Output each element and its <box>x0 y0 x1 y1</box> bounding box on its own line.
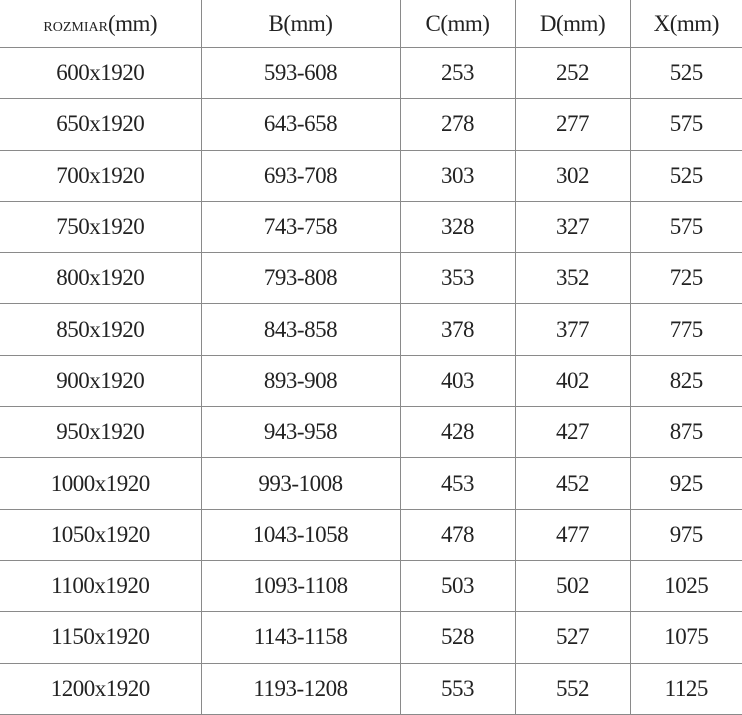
table-cell: 993-1008 <box>201 457 401 510</box>
table-row: 750x1920 743-758 328 327 575 <box>0 201 742 254</box>
table-cell: 477 <box>515 509 631 561</box>
table-row: 800x1920 793-808 353 352 725 <box>0 252 742 305</box>
table-row: 1150x1920 1143-1158 528 527 1075 <box>0 611 742 664</box>
table-cell: 775 <box>630 303 742 356</box>
table-cell: 328 <box>400 201 516 254</box>
table-cell: 700x1920 <box>0 150 202 202</box>
table-cell: 950x1920 <box>0 406 202 459</box>
table-cell: 253 <box>400 47 516 100</box>
table-row: 700x1920 693-708 303 302 525 <box>0 150 742 202</box>
table-cell: 650x1920 <box>0 98 202 151</box>
column-header: X(mm) <box>630 0 742 48</box>
table-cell: 302 <box>515 150 631 202</box>
table-cell: 252 <box>515 47 631 100</box>
table-cell: 1125 <box>630 663 742 715</box>
table-cell: 402 <box>515 355 631 408</box>
column-header-unit: (mm) <box>556 10 606 36</box>
table-cell: 900x1920 <box>0 355 202 408</box>
table-cell: 750x1920 <box>0 201 202 254</box>
table-cell: 403 <box>400 355 516 408</box>
table-cell: 378 <box>400 303 516 356</box>
table-row: 1050x1920 1043-1058 478 477 975 <box>0 509 742 561</box>
table-cell: 277 <box>515 98 631 151</box>
column-header-name: ROZMIAR <box>43 19 108 35</box>
column-header-name: D <box>539 10 557 36</box>
table-row: 900x1920 893-908 403 402 825 <box>0 355 742 408</box>
column-header: ROZMIAR(mm) <box>0 0 202 48</box>
header-row: ROZMIAR(mm) B(mm) C(mm) D(mm) X(mm) <box>0 0 742 48</box>
table-cell: 327 <box>515 201 631 254</box>
table-row: 600x1920 593-608 253 252 525 <box>0 47 742 100</box>
table-cell: 1200x1920 <box>0 663 202 715</box>
column-header-name: B <box>268 10 284 36</box>
table-cell: 528 <box>400 611 516 664</box>
table-cell: 1025 <box>630 560 742 613</box>
table-cell: 725 <box>630 252 742 305</box>
table-cell: 1043-1058 <box>201 509 401 561</box>
table-cell: 975 <box>630 509 742 561</box>
table-cell: 843-858 <box>201 303 401 356</box>
column-header-unit: (mm) <box>283 10 333 36</box>
column-header: C(mm) <box>400 0 516 48</box>
table-cell: 453 <box>400 457 516 510</box>
table-cell: 600x1920 <box>0 47 202 100</box>
table-cell: 1093-1108 <box>201 560 401 613</box>
table-cell: 825 <box>630 355 742 408</box>
table-cell: 575 <box>630 98 742 151</box>
table-cell: 1150x1920 <box>0 611 202 664</box>
column-header-unit: (mm) <box>107 10 158 36</box>
table-cell: 452 <box>515 457 631 510</box>
table-cell: 925 <box>630 457 742 510</box>
table-cell: 278 <box>400 98 516 151</box>
table-row: 1100x1920 1093-1108 503 502 1025 <box>0 560 742 613</box>
column-header-unit: (mm) <box>669 10 720 36</box>
table-cell: 1050x1920 <box>0 509 202 561</box>
table-cell: 593-608 <box>201 47 401 100</box>
table-cell: 503 <box>400 560 516 613</box>
table-cell: 303 <box>400 150 516 202</box>
column-header: D(mm) <box>515 0 631 48</box>
table-cell: 353 <box>400 252 516 305</box>
table-cell: 525 <box>630 47 742 100</box>
table-row: 1000x1920 993-1008 453 452 925 <box>0 457 742 510</box>
table-cell: 875 <box>630 406 742 459</box>
table-cell: 527 <box>515 611 631 664</box>
table-cell: 893-908 <box>201 355 401 408</box>
table-cell: 377 <box>515 303 631 356</box>
table-cell: 1193-1208 <box>201 663 401 715</box>
table-row: 650x1920 643-658 278 277 575 <box>0 98 742 151</box>
column-header-name: X <box>653 10 671 36</box>
table-cell: 1075 <box>630 611 742 664</box>
column-header: B(mm) <box>201 0 401 48</box>
table-cell: 552 <box>515 663 631 715</box>
table-cell: 478 <box>400 509 516 561</box>
table-row: 950x1920 943-958 428 427 875 <box>0 406 742 459</box>
table-cell: 575 <box>630 201 742 254</box>
table-cell: 553 <box>400 663 516 715</box>
table-cell: 943-958 <box>201 406 401 459</box>
table-cell: 1100x1920 <box>0 560 202 613</box>
column-header-unit: (mm) <box>440 10 490 36</box>
table-cell: 850x1920 <box>0 303 202 356</box>
table-cell: 352 <box>515 252 631 305</box>
table-cell: 643-658 <box>201 98 401 151</box>
table-cell: 1000x1920 <box>0 457 202 510</box>
table-cell: 693-708 <box>201 150 401 202</box>
column-header-name: C <box>425 10 441 36</box>
table-cell: 743-758 <box>201 201 401 254</box>
table-cell: 428 <box>400 406 516 459</box>
table-cell: 1143-1158 <box>201 611 401 664</box>
table-cell: 800x1920 <box>0 252 202 305</box>
table-cell: 793-808 <box>201 252 401 305</box>
table-row: 1200x1920 1193-1208 553 552 1125 <box>0 663 742 715</box>
table-cell: 502 <box>515 560 631 613</box>
table-cell: 427 <box>515 406 631 459</box>
table-cell: 525 <box>630 150 742 202</box>
table-row: 850x1920 843-858 378 377 775 <box>0 303 742 356</box>
